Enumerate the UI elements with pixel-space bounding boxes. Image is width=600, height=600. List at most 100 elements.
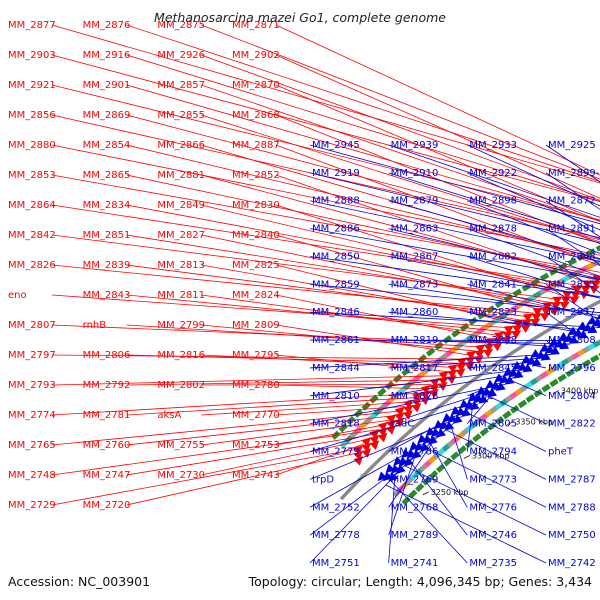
reverse-leader-line [467,172,600,231]
forward-gene-label: MM_2868 [232,110,280,121]
forward-leader-line [201,234,546,307]
forward-leader-line [51,375,443,386]
outer-green-feature [401,367,411,377]
forward-gene-arrow [447,364,458,374]
forward-gene-arrow [394,412,405,422]
forward-gene-label: MM_2780 [232,380,280,391]
forward-leader-line [51,429,380,476]
genome-backbone [339,299,600,501]
reverse-leader-line [488,395,547,425]
reverse-gene-label: MM_2861 [312,335,360,346]
reverse-leader-line [467,144,600,207]
forward-leader-line [51,410,400,446]
kbp-tick-mark [507,421,514,425]
forward-leader-line [126,453,355,506]
reverse-gene-arrow [419,442,430,452]
reverse-leader-line [545,284,600,322]
outer-green-feature [521,283,532,292]
forward-leader-line [126,264,528,318]
forward-leader-line [275,294,494,340]
reverse-leader-line [424,447,547,508]
reverse-gene-label: radC [391,419,415,430]
reverse-gene-arrow [558,332,569,341]
forward-leader-line [201,294,499,336]
forward-gene-arrow [353,445,363,455]
forward-leader-line [51,264,534,314]
reverse-leader-line [309,433,441,508]
reverse-leader-line [309,399,484,452]
reverse-leader-line [309,311,599,328]
forward-gene-label: eno [8,290,27,301]
reverse-leader-line [545,200,600,238]
reverse-gene-label: MM_2794 [469,447,517,458]
reverse-leader-line [429,442,468,508]
reverse-gene-label: MM_2810 [312,391,360,402]
inner-green-feature [565,368,575,378]
reverse-leader-line [388,283,600,316]
forward-gene-label: MM_2748 [8,470,56,481]
forward-leader-line [126,234,552,304]
reverse-gene-label: MM_2837 [548,307,596,318]
reverse-gene-arrow [461,407,472,417]
forward-leader-line [201,114,600,243]
reverse-gene-label: MM_2899-purP [548,168,600,179]
reverse-leader-line [445,429,547,480]
reverse-gene-label: MM_2850 [312,251,360,262]
reverse-leader-line [545,144,600,183]
forward-gene-label: MM_2760 [83,440,131,451]
outer-green-feature [567,257,577,266]
reverse-gene-label: MM_2789 [391,530,439,541]
reverse-leader-line [309,353,551,369]
reverse-gene-arrow [549,346,560,355]
reverse-leader-line [545,311,581,338]
reverse-gene-label: MM_2844 [312,363,360,374]
inner-feature-block [593,339,600,348]
kbp-tick-mark [552,390,559,395]
forward-gene-label: MM_2816 [157,350,205,361]
forward-leader-line [201,54,600,201]
forward-gene-arrow [591,280,600,289]
forward-gene-label: MM_2825 [232,260,280,271]
forward-gene-arrow [541,307,552,316]
reverse-leader-line [409,460,468,536]
forward-gene-label: MM_2793 [8,380,56,391]
reverse-leader-line [309,470,401,564]
forward-gene-arrow [361,448,372,458]
forward-gene-arrow [559,301,570,310]
forward-gene-label: MM_2795 [232,350,280,361]
forward-gene-label: MM_2926 [157,50,205,61]
forward-leader-line [275,24,600,176]
forward-gene-arrow [455,368,466,378]
forward-gene-label: MM_2753 [232,440,280,451]
outer-green-feature [338,423,348,433]
outer-green-feature [558,262,568,271]
inner-green-feature [421,476,432,486]
forward-gene-label: MM_2842 [8,230,56,241]
forward-gene-label: MM_2840 [232,230,280,241]
reverse-gene-label: MM_2863 [391,224,439,235]
tick-layer: 3600 kbp3550 kbp3500 kbp3450 kbp3400 kbp… [422,387,599,497]
reverse-leader-line [467,200,600,254]
reverse-leader-line [388,200,600,260]
forward-gene-label: MM_2876 [83,20,131,31]
reverse-leader-line [388,311,593,331]
forward-gene-label: MM_2826 [8,260,56,271]
reverse-leader-line [309,283,600,314]
reverse-gene-label: MM_2788 [548,502,596,513]
forward-gene-arrow [377,421,388,432]
reverse-leader-line [388,339,569,345]
reverse-gene-label: MM_2933 [469,140,517,151]
forward-gene-label: MM_2811 [157,290,205,301]
forward-gene-arrow [464,361,475,371]
forward-gene-label: MM_2901 [83,80,131,91]
forward-gene-label: MM_2855 [157,110,205,121]
inner-green-feature [590,354,600,363]
outer-green-feature [494,299,505,309]
forward-leader-line [275,84,600,222]
inner-green-feature [415,482,425,493]
forward-gene-arrow [572,285,583,294]
kbp-tick-label: 3350 kbp [515,418,553,427]
outer-green-feature [434,341,444,351]
forward-gene-arrow [483,343,494,353]
